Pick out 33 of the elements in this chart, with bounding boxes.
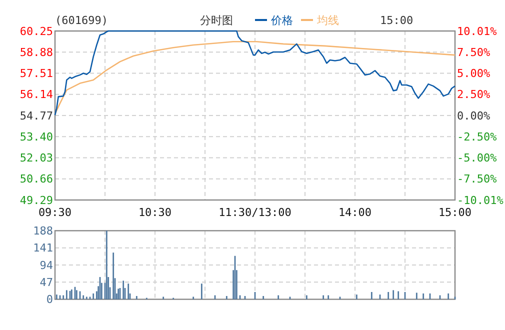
y2-tick-label: -7.50% xyxy=(457,172,498,186)
y-tick-label: 141 xyxy=(33,242,53,255)
legend-label: 价格 xyxy=(270,14,293,27)
x-tick-label: 15:00 xyxy=(438,206,472,219)
y2-tick-label: 7.50% xyxy=(457,46,490,60)
y-tick-label: 54.77 xyxy=(20,109,53,122)
y-tick-label: 50.66 xyxy=(20,172,53,186)
y2-tick-label: -2.50% xyxy=(457,130,498,144)
y-tick-label: 57.51 xyxy=(20,67,53,80)
x-tick-label: 10:30 xyxy=(138,206,172,219)
y-tick-label: 188 xyxy=(33,224,53,238)
chart-title: (601699) xyxy=(55,14,108,27)
y2-tick-label: 5.00% xyxy=(457,67,490,80)
chart-subtitle: 分时图 xyxy=(200,14,233,27)
x-tick-label: 11:30/13:00 xyxy=(218,206,292,219)
y-tick-label: 53.40 xyxy=(20,130,53,144)
y-tick-label: 47 xyxy=(40,276,53,289)
y-tick-label: 49.29 xyxy=(20,194,53,207)
y-tick-label: 94 xyxy=(40,258,54,272)
y-tick-label: 0 xyxy=(46,293,53,306)
y-tick-label: 58.88 xyxy=(20,46,53,59)
x-tick-label: 14:00 xyxy=(338,206,372,219)
y-tick-label: 52.03 xyxy=(20,152,53,165)
y2-tick-label: -5.00% xyxy=(457,152,498,165)
legend-label: 均线 xyxy=(316,14,339,27)
text: 15:00 xyxy=(380,14,414,27)
y-tick-label: 60.25 xyxy=(20,24,53,38)
x-tick-label: 09:30 xyxy=(38,206,72,219)
y2-tick-label: 0.00% xyxy=(457,109,490,122)
y2-tick-label: 2.50% xyxy=(457,88,490,102)
y2-tick-label: -10.01% xyxy=(457,194,504,207)
y2-tick-label: 10.01% xyxy=(457,24,498,38)
y-tick-label: 56.14 xyxy=(20,88,54,102)
